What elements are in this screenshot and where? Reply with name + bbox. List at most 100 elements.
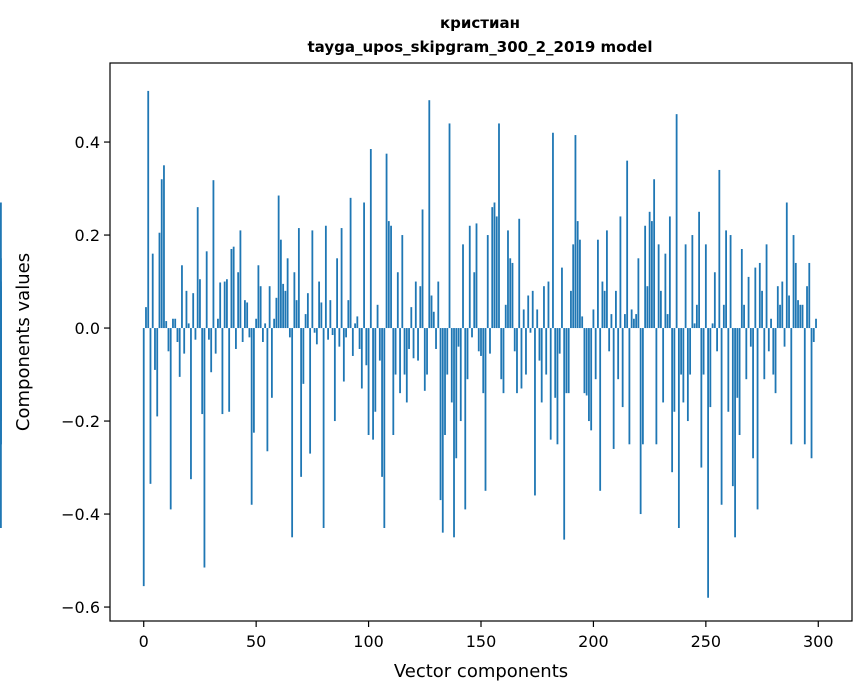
bar-208: [610, 314, 613, 329]
bar-61: [279, 239, 282, 329]
bar-118: [408, 328, 410, 349]
bar-72: [304, 314, 307, 329]
bar-30: [210, 328, 213, 373]
bar-120: [412, 328, 415, 359]
bar-41: [235, 328, 237, 349]
bar-174: [534, 328, 536, 496]
bar-148: [475, 223, 478, 329]
bar-144: [466, 328, 469, 380]
bar-66: [291, 328, 294, 538]
bar-25: [199, 279, 201, 329]
bar-89: [342, 328, 345, 382]
bar-157: [495, 216, 498, 329]
bar-undefined: [0, 202, 2, 329]
bar-36: [223, 281, 226, 329]
bar-289: [792, 235, 795, 329]
bar-5: [154, 328, 156, 370]
bar-147: [473, 272, 476, 329]
bar-136: [448, 123, 451, 329]
bar-24: [196, 207, 199, 329]
bar-151: [482, 328, 485, 394]
bar-104: [376, 304, 379, 329]
bar-15: [176, 328, 179, 342]
bar-182: [552, 132, 554, 329]
bar-21: [190, 328, 192, 480]
bar-124: [421, 209, 424, 329]
bar-92: [349, 197, 352, 329]
bar-80: [322, 328, 325, 528]
bar-170: [525, 328, 527, 375]
bar-133: [441, 328, 444, 533]
bar-161: [504, 304, 507, 329]
bar-230: [659, 290, 662, 329]
bar-110: [390, 225, 392, 329]
bar-27: [203, 328, 206, 568]
bar-39: [230, 249, 233, 329]
bar-283: [779, 304, 781, 329]
bar-211: [617, 328, 620, 380]
bar-212: [619, 216, 622, 329]
bar-264: [736, 328, 739, 398]
bar-184: [556, 328, 559, 445]
x-tick-label: 250: [691, 632, 722, 651]
bar-64: [286, 258, 289, 329]
bar-197: [585, 328, 588, 396]
bar-96: [358, 328, 361, 349]
bar-239: [680, 328, 683, 375]
bar-108: [385, 153, 388, 329]
bar-280: [772, 328, 775, 375]
bar-284: [781, 281, 784, 329]
bar-298: [812, 328, 815, 342]
bar-199: [590, 328, 593, 431]
bar-2: [147, 90, 150, 329]
bar-44: [241, 328, 244, 342]
bar-116: [403, 328, 406, 375]
bar-250: [704, 244, 707, 329]
bar-74: [309, 328, 312, 454]
bar-62: [282, 283, 285, 329]
bar-209: [612, 328, 615, 449]
bar-59: [275, 297, 278, 329]
bar-131: [437, 281, 440, 329]
bar-8: [160, 179, 163, 329]
bar-156: [493, 202, 496, 329]
bar-76: [313, 328, 316, 333]
bar-292: [799, 304, 802, 329]
bar-274: [758, 262, 761, 329]
bar-195: [581, 316, 584, 329]
bar-190: [570, 290, 572, 329]
bar-186: [561, 267, 563, 329]
bar-28: [205, 251, 208, 329]
bar-22: [192, 293, 195, 329]
bar-103: [374, 328, 377, 412]
bar-20: [187, 323, 190, 329]
bar-215: [626, 160, 629, 329]
y-axis-label: Components values: [13, 253, 34, 431]
x-tick-label: 150: [466, 632, 497, 651]
bar-235: [671, 328, 674, 473]
bar-56: [268, 286, 271, 329]
bar-77: [315, 328, 318, 345]
bar-234: [668, 216, 671, 329]
bar-31: [212, 180, 215, 329]
bar-58: [273, 318, 276, 329]
bar-277: [765, 244, 768, 329]
y-tick-label: 0.4: [75, 133, 100, 152]
bar-262: [731, 328, 734, 487]
bar-152: [484, 328, 487, 491]
bar-4: [151, 253, 154, 329]
bar-117: [405, 328, 408, 403]
bar-135: [446, 328, 449, 375]
bar-98: [363, 202, 365, 329]
bar-282: [776, 286, 779, 329]
bar-6: [156, 328, 159, 417]
bar-35: [221, 328, 224, 415]
bar-231: [662, 328, 665, 403]
bar-78: [318, 281, 321, 329]
bar-286: [785, 202, 788, 329]
bar-17: [181, 265, 183, 329]
chart-subtitle: tayga_upos_skipgram_300_2_2019 model: [308, 38, 653, 56]
bar-26: [201, 328, 204, 415]
bar-240: [682, 328, 685, 403]
bar-91: [347, 300, 350, 329]
